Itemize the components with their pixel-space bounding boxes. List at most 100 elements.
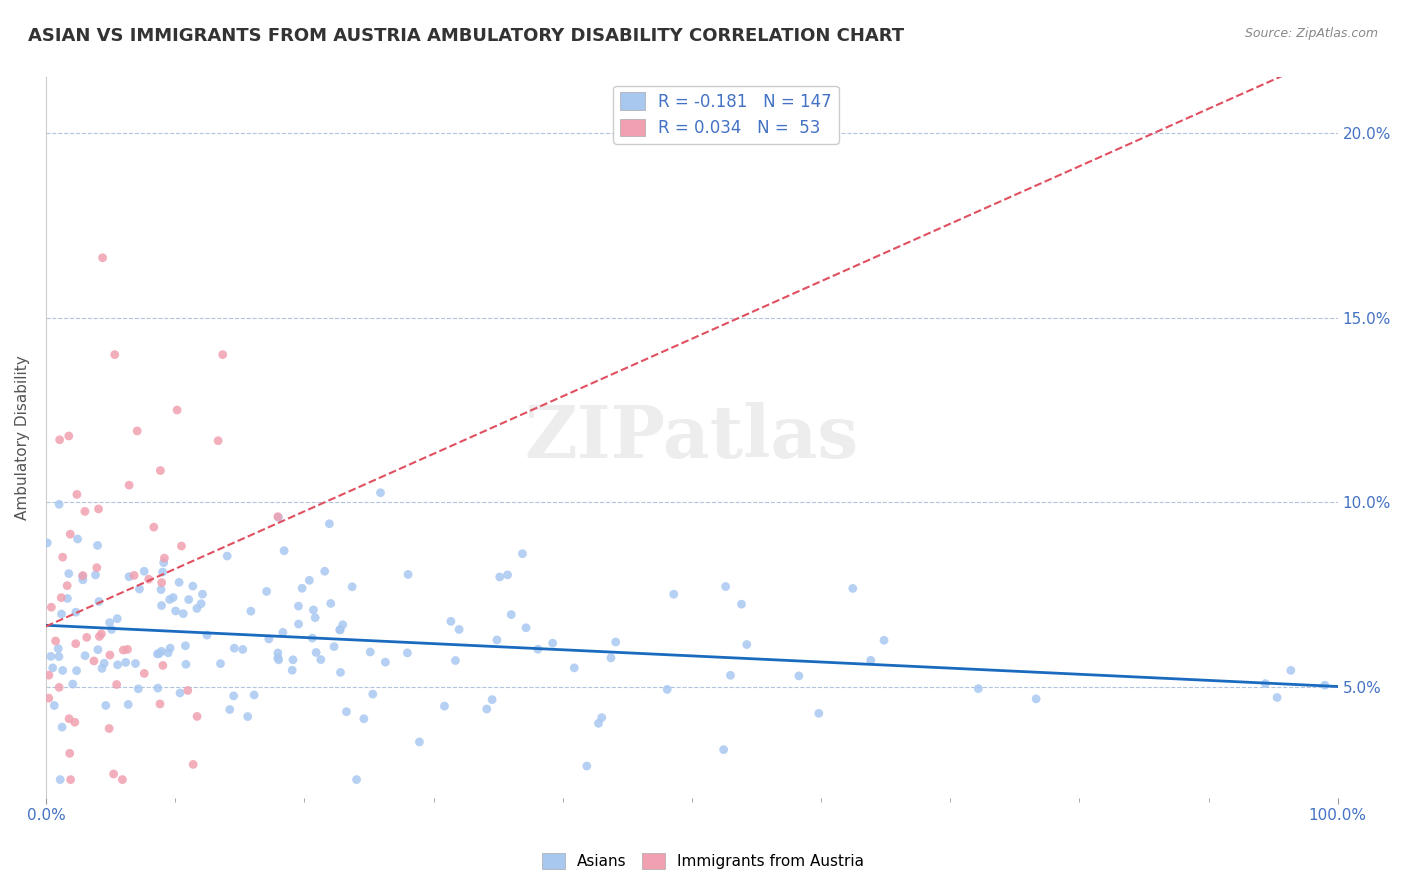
Asians — [167, 575, 190, 590]
Asians — [449, 623, 471, 637]
Asians — [501, 607, 523, 622]
Immigrants from Austria — [112, 643, 135, 657]
Immigrants from Austria — [51, 591, 73, 605]
Asians — [735, 638, 758, 652]
Immigrants from Austria — [48, 681, 70, 695]
Immigrants from Austria — [76, 631, 98, 645]
Immigrants from Austria — [83, 654, 105, 668]
Asians — [329, 623, 352, 637]
Asians — [72, 569, 94, 583]
Immigrants from Austria — [181, 757, 204, 772]
Asians — [72, 573, 94, 587]
Immigrants from Austria — [177, 683, 200, 698]
Asians — [1313, 678, 1336, 692]
Asians — [150, 582, 173, 597]
Asians — [91, 661, 114, 675]
Asians — [65, 605, 87, 619]
Asians — [298, 574, 321, 588]
Immigrants from Austria — [134, 666, 156, 681]
Legend: R = -0.181   N = 147, R = 0.034   N =  53: R = -0.181 N = 147, R = 0.034 N = 53 — [613, 86, 838, 144]
Asians — [267, 653, 290, 667]
Immigrants from Austria — [138, 572, 160, 586]
Asians — [222, 689, 245, 703]
Asians — [374, 655, 396, 669]
Asians — [1025, 692, 1047, 706]
Asians — [86, 538, 108, 552]
Asians — [39, 649, 62, 664]
Asians — [340, 580, 363, 594]
Immigrants from Austria — [59, 747, 82, 761]
Asians — [787, 669, 810, 683]
Asians — [346, 772, 368, 787]
Asians — [267, 510, 290, 524]
Asians — [257, 632, 280, 646]
Asians — [172, 607, 194, 621]
Asians — [440, 615, 463, 629]
Asians — [118, 570, 141, 584]
Immigrants from Austria — [48, 433, 70, 447]
Asians — [62, 677, 84, 691]
Asians — [195, 628, 218, 642]
Asians — [408, 735, 430, 749]
Asians — [42, 661, 65, 675]
Asians — [191, 587, 214, 601]
Immigrants from Austria — [111, 772, 134, 787]
Asians — [58, 566, 80, 581]
Asians — [84, 568, 107, 582]
Asians — [485, 632, 508, 647]
Asians — [873, 633, 896, 648]
Immigrants from Austria — [91, 251, 114, 265]
Asians — [107, 657, 129, 672]
Immigrants from Austria — [89, 630, 111, 644]
Asians — [267, 651, 290, 665]
Asians — [105, 612, 128, 626]
Immigrants from Austria — [59, 772, 82, 787]
Immigrants from Austria — [56, 579, 79, 593]
Immigrants from Austria — [73, 504, 96, 518]
Asians — [488, 570, 510, 584]
Asians — [370, 485, 392, 500]
Asians — [859, 653, 882, 667]
Asians — [967, 681, 990, 696]
Immigrants from Austria — [63, 715, 86, 730]
Immigrants from Austria — [211, 348, 233, 362]
Asians — [309, 652, 332, 666]
Asians — [159, 592, 181, 607]
Asians — [842, 582, 865, 596]
Asians — [148, 647, 170, 661]
Asians — [1254, 676, 1277, 690]
Asians — [444, 653, 467, 667]
Asians — [657, 682, 679, 697]
Asians — [304, 610, 326, 624]
Asians — [56, 591, 79, 606]
Asians — [562, 661, 585, 675]
Asians — [186, 601, 208, 615]
Asians — [174, 639, 197, 653]
Asians — [605, 635, 627, 649]
Immigrants from Austria — [104, 348, 127, 362]
Asians — [152, 565, 174, 579]
Immigrants from Austria — [150, 575, 173, 590]
Asians — [49, 772, 72, 787]
Asians — [281, 653, 304, 667]
Immigrants from Austria — [65, 637, 87, 651]
Asians — [66, 532, 89, 546]
Asians — [314, 564, 336, 578]
Asians — [353, 712, 375, 726]
Asians — [287, 617, 309, 632]
Asians — [714, 580, 737, 594]
Y-axis label: Ambulatory Disability: Ambulatory Disability — [15, 355, 30, 520]
Asians — [51, 607, 73, 621]
Asians — [256, 584, 278, 599]
Asians — [433, 699, 456, 714]
Asians — [271, 625, 294, 640]
Asians — [94, 698, 117, 713]
Asians — [361, 687, 384, 701]
Immigrants from Austria — [59, 527, 82, 541]
Asians — [302, 603, 325, 617]
Immigrants from Austria — [98, 648, 121, 662]
Asians — [396, 567, 419, 582]
Immigrants from Austria — [127, 424, 149, 438]
Asians — [37, 536, 59, 550]
Immigrants from Austria — [267, 509, 290, 524]
